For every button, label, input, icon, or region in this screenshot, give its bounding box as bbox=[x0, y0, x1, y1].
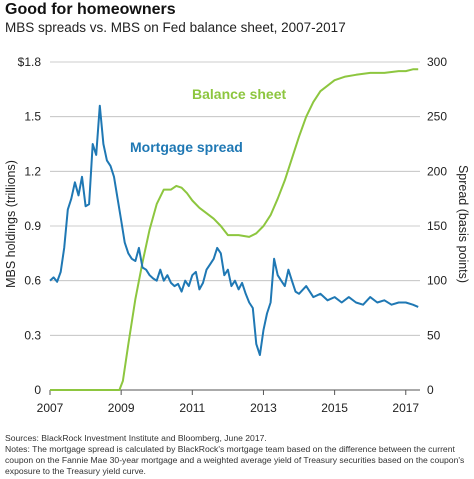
series-layer bbox=[49, 68, 419, 391]
sources-text: Sources: BlackRock Investment Institute … bbox=[5, 433, 267, 443]
mortgage-spread-label: Mortgage spread bbox=[130, 139, 243, 155]
right-tick-label: 50 bbox=[427, 328, 441, 342]
chart-notes: Sources: BlackRock Investment Institute … bbox=[5, 433, 471, 477]
x-tick-label: 2007 bbox=[37, 401, 64, 415]
left-tick-label: 1.2 bbox=[24, 164, 41, 178]
left-tick-label: 0.3 bbox=[24, 328, 41, 342]
right-tick-label: 100 bbox=[427, 274, 447, 288]
left-tick-label: 1.5 bbox=[24, 110, 41, 124]
right-axis-ticks: 300 250 200 150 100 50 0 bbox=[427, 55, 447, 397]
x-tick-label: 2013 bbox=[250, 401, 277, 415]
balance-sheet-label: Balance sheet bbox=[192, 86, 286, 102]
notes-text: Notes: The mortgage spread is calculated… bbox=[5, 444, 465, 476]
balance-sheet-line bbox=[50, 68, 419, 391]
left-axis-ticks: $1.8 1.5 1.2 0.9 0.6 0.3 0 bbox=[18, 55, 42, 397]
right-tick-label: 200 bbox=[427, 164, 447, 178]
left-axis-title: MBS holdings (trillions) bbox=[4, 160, 18, 288]
left-tick-label: 0 bbox=[34, 383, 41, 397]
right-tick-label: 300 bbox=[427, 55, 447, 69]
x-tick-label: 2009 bbox=[108, 401, 135, 415]
right-tick-label: 0 bbox=[427, 383, 434, 397]
chart-title: Good for homeowners bbox=[5, 1, 176, 18]
left-tick-label: $1.8 bbox=[18, 55, 42, 69]
right-axis-title: Spread (basis points) bbox=[456, 165, 470, 283]
x-axis-ticks: 2007 2009 2011 2013 2015 2017 bbox=[37, 390, 419, 415]
left-tick-label: 0.6 bbox=[24, 274, 41, 288]
left-tick-label: 0.9 bbox=[24, 219, 41, 233]
chart-area: $1.81.51.20.90.60.30 300250200150100500 … bbox=[4, 55, 470, 415]
chart-subtitle: MBS spreads vs. MBS on Fed balance sheet… bbox=[5, 20, 346, 35]
x-tick-label: 2015 bbox=[321, 401, 348, 415]
x-tick-label: 2017 bbox=[392, 401, 419, 415]
right-tick-label: 150 bbox=[427, 219, 447, 233]
right-tick-label: 250 bbox=[427, 110, 447, 124]
x-tick-label: 2011 bbox=[179, 401, 205, 415]
mortgage-spread-line bbox=[49, 104, 419, 356]
gridlines bbox=[50, 61, 420, 336]
